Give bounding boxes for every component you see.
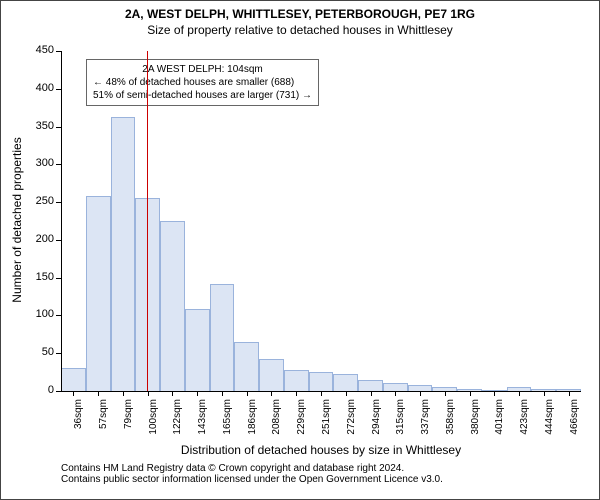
y-tick-label: 250 bbox=[26, 195, 54, 207]
y-tick-label: 100 bbox=[26, 308, 54, 320]
y-tick bbox=[56, 127, 61, 128]
y-tick bbox=[56, 353, 61, 354]
y-tick bbox=[56, 164, 61, 165]
bar bbox=[358, 380, 383, 391]
y-tick-label: 350 bbox=[26, 120, 54, 132]
x-tick bbox=[222, 391, 223, 396]
annotation-line3: 51% of semi-detached houses are larger (… bbox=[93, 89, 312, 102]
x-tick-label: 208sqm bbox=[271, 399, 282, 449]
bar bbox=[61, 368, 86, 391]
x-tick bbox=[470, 391, 471, 396]
x-tick bbox=[445, 391, 446, 396]
x-tick bbox=[321, 391, 322, 396]
y-tick-label: 300 bbox=[26, 157, 54, 169]
x-tick bbox=[296, 391, 297, 396]
x-tick-label: 315sqm bbox=[395, 399, 406, 449]
x-tick-label: 358sqm bbox=[445, 399, 456, 449]
bar bbox=[160, 221, 185, 391]
bar bbox=[333, 374, 358, 391]
y-tick bbox=[56, 315, 61, 316]
x-tick-label: 294sqm bbox=[371, 399, 382, 449]
annotation-box: 2A WEST DELPH: 104sqm ← 48% of detached … bbox=[86, 59, 319, 106]
bar bbox=[111, 117, 136, 391]
y-tick-label: 450 bbox=[26, 44, 54, 56]
bar bbox=[383, 383, 408, 391]
x-tick-label: 401sqm bbox=[494, 399, 505, 449]
x-tick bbox=[420, 391, 421, 396]
x-tick bbox=[148, 391, 149, 396]
x-tick-label: 143sqm bbox=[197, 399, 208, 449]
bar bbox=[259, 359, 284, 391]
x-tick bbox=[197, 391, 198, 396]
bar bbox=[210, 284, 235, 391]
bar bbox=[284, 370, 309, 391]
x-tick bbox=[271, 391, 272, 396]
x-tick-label: 466sqm bbox=[569, 399, 580, 449]
chart-container: 2A, WEST DELPH, WHITTLESEY, PETERBOROUGH… bbox=[0, 0, 600, 500]
x-tick-label: 79sqm bbox=[123, 399, 134, 449]
y-tick bbox=[56, 89, 61, 90]
bar bbox=[234, 342, 259, 391]
y-tick bbox=[56, 391, 61, 392]
annotation-line1: 2A WEST DELPH: 104sqm bbox=[93, 63, 312, 76]
x-tick bbox=[247, 391, 248, 396]
y-tick-label: 0 bbox=[26, 384, 54, 396]
y-tick bbox=[56, 240, 61, 241]
x-tick-label: 186sqm bbox=[247, 399, 258, 449]
y-tick bbox=[56, 278, 61, 279]
x-tick-label: 251sqm bbox=[321, 399, 332, 449]
y-tick-label: 200 bbox=[26, 233, 54, 245]
x-tick bbox=[519, 391, 520, 396]
x-tick bbox=[544, 391, 545, 396]
x-tick-label: 229sqm bbox=[296, 399, 307, 449]
x-tick-label: 100sqm bbox=[148, 399, 159, 449]
x-tick-label: 36sqm bbox=[73, 399, 84, 449]
annotation-line2: ← 48% of detached houses are smaller (68… bbox=[93, 76, 312, 89]
y-tick bbox=[56, 51, 61, 52]
bar bbox=[309, 372, 334, 391]
x-tick-label: 165sqm bbox=[222, 399, 233, 449]
y-tick bbox=[56, 202, 61, 203]
x-tick bbox=[73, 391, 74, 396]
x-tick bbox=[371, 391, 372, 396]
x-tick bbox=[346, 391, 347, 396]
x-tick bbox=[569, 391, 570, 396]
y-tick-label: 50 bbox=[26, 346, 54, 358]
x-tick-label: 122sqm bbox=[172, 399, 183, 449]
x-tick bbox=[494, 391, 495, 396]
y-tick-label: 150 bbox=[26, 271, 54, 283]
x-tick-label: 444sqm bbox=[544, 399, 555, 449]
copyright-text: Contains HM Land Registry data © Crown c… bbox=[61, 463, 581, 485]
x-tick-label: 380sqm bbox=[470, 399, 481, 449]
x-tick-label: 423sqm bbox=[519, 399, 530, 449]
reference-line bbox=[147, 51, 148, 391]
x-tick bbox=[395, 391, 396, 396]
x-tick-label: 337sqm bbox=[420, 399, 431, 449]
x-tick bbox=[98, 391, 99, 396]
chart-title: 2A, WEST DELPH, WHITTLESEY, PETERBOROUGH… bbox=[1, 1, 599, 21]
x-tick bbox=[123, 391, 124, 396]
bar bbox=[185, 309, 210, 391]
y-axis-line bbox=[61, 51, 62, 391]
x-tick-label: 272sqm bbox=[346, 399, 357, 449]
bar bbox=[86, 196, 111, 391]
chart-subtitle: Size of property relative to detached ho… bbox=[1, 21, 599, 37]
x-tick bbox=[172, 391, 173, 396]
x-tick-label: 57sqm bbox=[98, 399, 109, 449]
y-tick-label: 400 bbox=[26, 82, 54, 94]
y-axis-label: Number of detached properties bbox=[10, 120, 24, 320]
